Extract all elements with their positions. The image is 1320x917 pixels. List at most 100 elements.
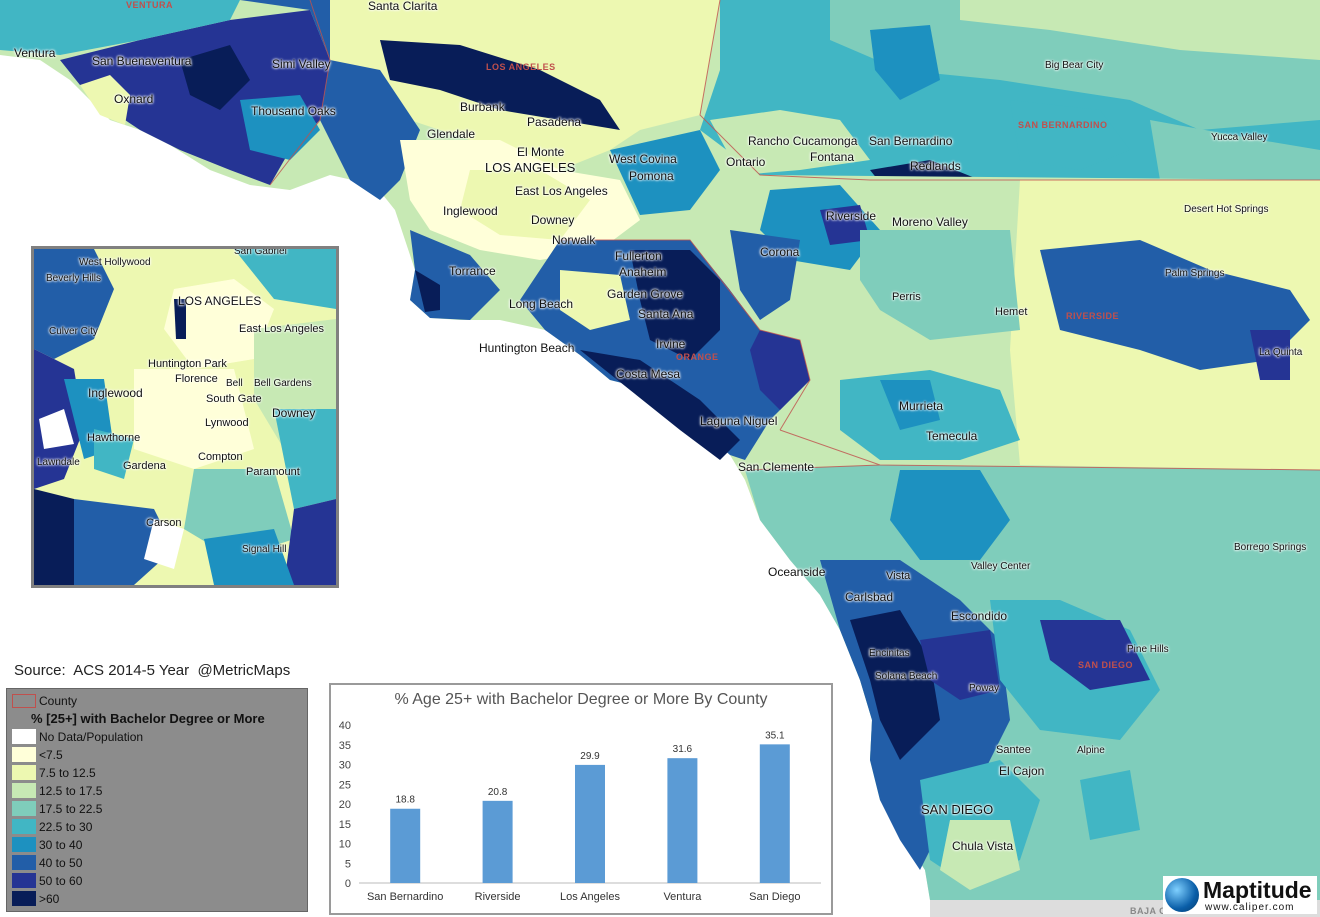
- chart-title: % Age 25+ with Bachelor Degree or More B…: [394, 691, 768, 708]
- city-label: Chula Vista: [952, 839, 1014, 853]
- city-label: Corona: [760, 245, 800, 259]
- legend-swatch: [12, 801, 36, 816]
- city-label: Ontario: [726, 155, 766, 169]
- city-label: Santa Clarita: [368, 0, 438, 13]
- county-boundary-swatch: [12, 694, 36, 708]
- legend-class-label: 12.5 to 17.5: [39, 784, 103, 798]
- bar-data-label: 35.1: [765, 730, 785, 741]
- county-label-ventura: VENTURA: [126, 0, 174, 10]
- city-label: Simi Valley: [272, 57, 331, 71]
- legend-class-label: 50 to 60: [39, 874, 83, 888]
- city-label: Encinitas: [869, 648, 910, 659]
- legend-county-label: County: [39, 694, 78, 708]
- bar: [575, 764, 605, 883]
- legend: County % [25+] with Bachelor Degree or M…: [6, 688, 308, 912]
- city-label: Vista: [886, 570, 911, 582]
- legend-class-label: No Data/Population: [39, 730, 144, 744]
- city-label: Long Beach: [509, 297, 574, 311]
- legend-class-label: >60: [39, 892, 60, 906]
- city-label: Oxnard: [114, 92, 154, 106]
- legend-swatch: [12, 819, 36, 834]
- county-label-san-diego: SAN DIEGO: [1078, 660, 1134, 670]
- inset-city-label: Signal Hill: [242, 544, 287, 555]
- legend-swatch: [12, 891, 36, 906]
- inset-city-label: Beverly Hills: [46, 273, 102, 284]
- inset-city-label: Paramount: [246, 466, 300, 478]
- x-category-label: San Diego: [749, 891, 800, 903]
- city-label: Redlands: [910, 159, 961, 173]
- inset-city-label: Inglewood: [88, 386, 143, 400]
- y-tick-label: 5: [345, 858, 351, 870]
- city-label: Carlsbad: [845, 590, 894, 604]
- city-label: El Cajon: [999, 764, 1045, 778]
- city-label: El Monte: [517, 145, 565, 159]
- city-label: Costa Mesa: [616, 367, 681, 381]
- city-label: Hemet: [995, 306, 1028, 318]
- legend-swatch: [12, 765, 36, 780]
- y-tick-label: 40: [339, 720, 351, 732]
- y-tick-label: 25: [339, 779, 351, 791]
- city-label: Laguna Niguel: [700, 414, 778, 428]
- county-label-san-bernardino: SAN BERNARDINO: [1018, 120, 1108, 130]
- inset-city-label: San Gabriel: [234, 246, 287, 257]
- x-category-label: Los Angeles: [560, 891, 620, 903]
- city-label: Rancho Cucamonga: [748, 134, 858, 148]
- city-label: Huntington Beach: [479, 341, 575, 355]
- city-label: Garden Grove: [607, 287, 684, 301]
- county-label-orange: ORANGE: [676, 352, 719, 362]
- city-label: Santee: [996, 744, 1031, 756]
- bar-data-label: 20.8: [488, 787, 508, 798]
- city-label: Glendale: [427, 127, 476, 141]
- city-label: Burbank: [460, 100, 505, 114]
- y-tick-label: 15: [339, 819, 351, 831]
- city-label: Valley Center: [971, 561, 1031, 572]
- city-label: SAN DIEGO: [921, 802, 994, 817]
- inset-city-label: Lynwood: [205, 417, 249, 429]
- city-label: Solana Beach: [875, 671, 938, 682]
- city-label: Escondido: [951, 609, 1008, 623]
- city-label: Borrego Springs: [1234, 542, 1307, 553]
- city-label: West Covina: [609, 152, 677, 166]
- legend-title: % [25+] with Bachelor Degree or More: [31, 711, 265, 726]
- inset-city-label: Bell: [226, 378, 243, 389]
- county-label-riverside: RIVERSIDE: [1066, 311, 1120, 321]
- source-caption: Source: ACS 2014-5 Year @MetricMaps: [14, 662, 291, 679]
- city-label: San Clemente: [738, 460, 815, 474]
- city-label: Inglewood: [443, 204, 498, 218]
- inset-city-label: LOS ANGELES: [178, 294, 262, 308]
- city-label: Norwalk: [552, 233, 596, 247]
- inset-city-label: East Los Angeles: [239, 323, 325, 335]
- inset-map: San Gabriel West Hollywood Beverly Hills…: [31, 246, 339, 588]
- y-tick-label: 35: [339, 740, 351, 752]
- city-label: Downey: [531, 213, 575, 227]
- legend-class-label: 22.5 to 30: [39, 820, 93, 834]
- county-label-los-angeles: LOS ANGELES: [486, 62, 556, 72]
- city-label: Desert Hot Springs: [1184, 204, 1269, 215]
- city-label: Thousand Oaks: [251, 104, 336, 118]
- logo-name: Maptitude: [1203, 877, 1312, 903]
- city-label: Perris: [892, 291, 921, 303]
- inset-city-label: Compton: [198, 451, 243, 463]
- legend-swatch: [12, 837, 36, 852]
- inset-city-label: Gardena: [123, 460, 166, 472]
- legend-class-label: 30 to 40: [39, 838, 83, 852]
- city-label: Pomona: [629, 169, 674, 183]
- city-label: Big Bear City: [1045, 60, 1104, 71]
- legend-class-label: 17.5 to 22.5: [39, 802, 103, 816]
- y-tick-label: 20: [339, 799, 351, 811]
- bar-data-label: 18.8: [395, 795, 415, 806]
- city-label: La Quinta: [1259, 347, 1303, 358]
- city-label: East Los Angeles: [515, 184, 608, 198]
- city-label: LOS ANGELES: [485, 160, 576, 175]
- city-label: San Buenaventura: [92, 54, 192, 68]
- inset-city-label: Bell Gardens: [254, 378, 312, 389]
- city-label: Temecula: [926, 429, 978, 443]
- city-label: Anaheim: [619, 265, 667, 279]
- county-label-baja: BAJA C...: [1130, 906, 1176, 916]
- legend-swatch: [12, 729, 36, 744]
- inset-city-label: Culver City: [49, 326, 98, 337]
- inset-city-label: West Hollywood: [79, 257, 151, 268]
- legend-class-label: <7.5: [39, 748, 63, 762]
- city-label: Palm Springs: [1165, 268, 1225, 279]
